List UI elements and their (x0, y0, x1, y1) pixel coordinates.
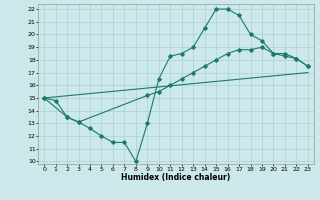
X-axis label: Humidex (Indice chaleur): Humidex (Indice chaleur) (121, 173, 231, 182)
